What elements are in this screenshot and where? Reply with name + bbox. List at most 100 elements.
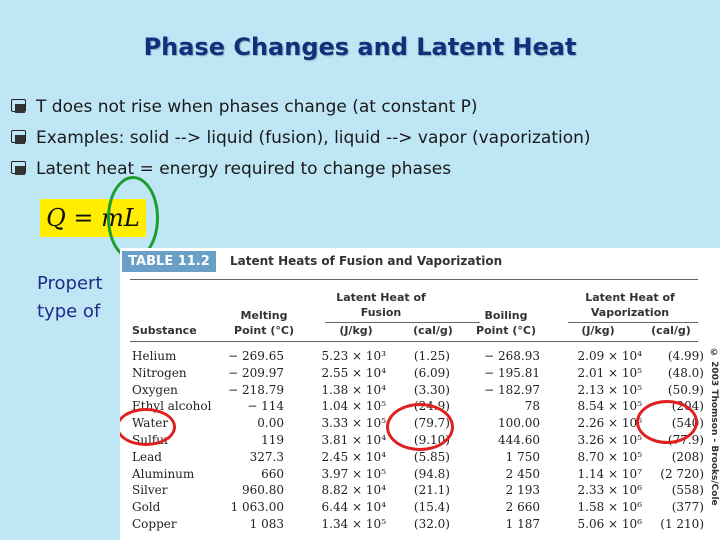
table-cell: − 195.81 xyxy=(484,365,540,380)
property-text-line: type of xyxy=(37,301,101,322)
table-cell: 2 660 xyxy=(505,500,540,515)
table-cell: 2.45 × 10⁴ xyxy=(321,449,386,464)
table-cell: − 269.65 xyxy=(228,349,284,363)
table-cell: 1 750 xyxy=(505,449,540,464)
table-cell: (2 720) xyxy=(660,466,704,481)
table-cell: (5.85) xyxy=(413,449,450,464)
table-cell: 0.00 xyxy=(257,416,284,431)
col-header-fusion-jkg: (J/kg) xyxy=(339,324,373,337)
checkbox-bullet-icon xyxy=(10,160,26,176)
checkbox-bullet-icon xyxy=(10,98,26,114)
copyright-note: © 2003 Thomson - Brooks/Cole xyxy=(709,348,719,506)
table-cell: − 268.93 xyxy=(484,349,540,363)
table-cell: (50.9) xyxy=(667,382,704,397)
table-cell: 1.04 × 10⁵ xyxy=(321,399,386,414)
table-cell: Nitrogen xyxy=(132,365,187,380)
red-highlight-circle-vaporization-value xyxy=(636,400,698,444)
table-cell: 1 187 xyxy=(505,517,540,531)
table-cell: 5.06 × 10⁶ xyxy=(577,517,642,531)
red-highlight-circle-water xyxy=(120,408,176,446)
table-cell: Silver xyxy=(132,483,168,498)
table-cell: 3.26 × 10⁵ xyxy=(577,433,642,447)
col-header-fusion-calg: (cal/g) xyxy=(413,324,453,337)
table-cell: Helium xyxy=(132,349,177,363)
table-cell: 960.80 xyxy=(242,483,284,498)
col-header-vap-jkg: (J/kg) xyxy=(581,324,615,337)
table-cell: 2.26 × 10⁶ xyxy=(577,416,642,431)
table-cell: − 209.97 xyxy=(228,365,284,380)
bullet-text: Examples: solid --> liquid (fusion), liq… xyxy=(36,128,591,148)
table-cell: (4.99) xyxy=(667,349,704,363)
table-cell: 2.01 × 10⁵ xyxy=(577,365,642,380)
slide-title: Phase Changes and Latent Heat xyxy=(143,33,577,61)
property-text-line: Propert xyxy=(37,273,103,294)
vaporization-group-rule xyxy=(568,322,698,323)
table-cell: 444.60 xyxy=(498,433,540,447)
fusion-group-rule xyxy=(325,322,480,323)
table-cell: 3.33 × 10⁵ xyxy=(321,416,386,431)
table-cell: − 218.79 xyxy=(228,382,284,397)
table-cell: Aluminum xyxy=(132,466,195,481)
table-cell: (377) xyxy=(671,500,704,515)
table-cell: 2.13 × 10⁵ xyxy=(577,382,642,397)
table-cell: (48.0) xyxy=(667,365,704,380)
table-cell: (94.8) xyxy=(413,466,450,481)
col-header-substance: Substance xyxy=(132,324,197,337)
bullet-text: T does not rise when phases change (at c… xyxy=(36,97,478,117)
bullet-item: Examples: solid --> liquid (fusion), liq… xyxy=(10,127,591,158)
table-cell: Gold xyxy=(132,500,161,515)
table-cell: 6.44 × 10⁴ xyxy=(321,500,386,515)
latent-heat-table: TABLE 11.2 Latent Heats of Fusion and Va… xyxy=(120,248,720,540)
red-highlight-circle-fusion-value xyxy=(386,403,454,451)
col-header-melting: Melting Point (°C) xyxy=(234,309,294,337)
table-cell: (208) xyxy=(671,449,704,464)
table-cell: 3.81 × 10⁴ xyxy=(321,433,386,447)
group-header-vaporization: Latent Heat of Vaporization xyxy=(585,291,675,319)
table-cell: 2.55 × 10⁴ xyxy=(321,365,386,380)
table-cell: (32.0) xyxy=(413,517,450,531)
table-cell: 1.14 × 10⁷ xyxy=(577,466,642,481)
checkbox-bullet-icon xyxy=(10,129,26,145)
table-cell: Lead xyxy=(132,449,162,464)
table-cell: 8.54 × 10⁵ xyxy=(577,399,642,414)
table-top-rule xyxy=(130,279,698,280)
table-cell: 119 xyxy=(261,433,284,447)
table-cell: 78 xyxy=(524,399,540,414)
table-cell: 2.33 × 10⁶ xyxy=(577,483,642,498)
table-cell: 100.00 xyxy=(498,416,540,431)
property-text: Propert type of xyxy=(37,270,103,326)
table-cell: Copper xyxy=(132,517,177,531)
table-caption: Latent Heats of Fusion and Vaporization xyxy=(230,254,503,268)
table-cell: 327.3 xyxy=(249,449,284,464)
bullet-text: Latent heat = energy required to change … xyxy=(36,159,452,179)
table-cell: (3.30) xyxy=(413,382,450,397)
table-badge: TABLE 11.2 xyxy=(122,251,216,272)
table-cell: 1.34 × 10⁵ xyxy=(321,517,386,531)
table-cell: 8.82 × 10⁴ xyxy=(321,483,386,498)
table-cell: (1 210) xyxy=(660,517,704,531)
table-cell: 1 083 xyxy=(249,517,284,531)
table-cell: (21.1) xyxy=(413,483,450,498)
table-header-bar: TABLE 11.2 Latent Heats of Fusion and Va… xyxy=(120,248,720,274)
table-cell: 2.09 × 10⁴ xyxy=(577,349,642,363)
table-cell: 5.23 × 10³ xyxy=(321,349,386,363)
col-header-boiling: Boiling Point (°C) xyxy=(476,309,536,337)
table-cell: 1 063.00 xyxy=(230,500,284,515)
table-cell: 1.58 × 10⁶ xyxy=(577,500,642,515)
table-cell: (6.09) xyxy=(413,365,450,380)
table-cell: 1.38 × 10⁴ xyxy=(321,382,386,397)
table-cell: 8.70 × 10⁵ xyxy=(577,449,642,464)
table-cell: 660 xyxy=(261,466,284,481)
bullet-list: T does not rise when phases change (at c… xyxy=(10,96,591,189)
col-header-vap-calg: (cal/g) xyxy=(651,324,691,337)
table-cell: − 182.97 xyxy=(484,382,540,397)
table-cell: (1.25) xyxy=(413,349,450,363)
table-cell: (15.4) xyxy=(413,500,450,515)
bullet-item: T does not rise when phases change (at c… xyxy=(10,96,591,127)
table-cell: − 114 xyxy=(247,399,284,414)
table-cell: 2 193 xyxy=(505,483,540,498)
table-cell: 2 450 xyxy=(505,466,540,481)
table-cell: (558) xyxy=(671,483,704,498)
table-cell: 3.97 × 10⁵ xyxy=(321,466,386,481)
group-header-fusion: Latent Heat of Fusion xyxy=(336,291,426,319)
